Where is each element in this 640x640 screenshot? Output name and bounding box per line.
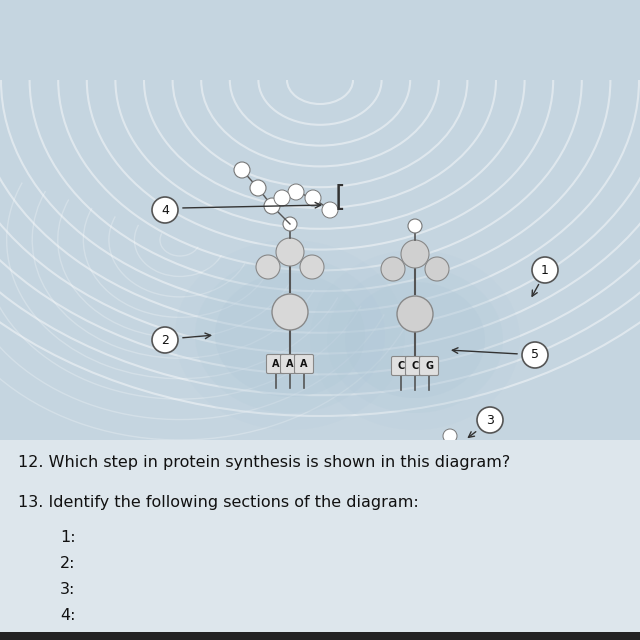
Ellipse shape — [215, 273, 365, 397]
Text: 4:: 4: — [60, 608, 76, 623]
Text: 13. Identify the following sections of the diagram:: 13. Identify the following sections of t… — [18, 495, 419, 510]
FancyBboxPatch shape — [392, 356, 410, 376]
Circle shape — [305, 190, 321, 206]
Circle shape — [283, 217, 297, 231]
FancyBboxPatch shape — [294, 355, 314, 374]
Text: A: A — [272, 359, 280, 369]
FancyBboxPatch shape — [406, 356, 424, 376]
Circle shape — [439, 457, 461, 479]
Ellipse shape — [345, 282, 485, 398]
Circle shape — [272, 294, 308, 330]
Circle shape — [408, 219, 422, 233]
Text: [: [ — [335, 184, 346, 212]
Text: G: G — [425, 361, 433, 371]
Circle shape — [425, 257, 449, 281]
Circle shape — [276, 238, 304, 266]
Text: 2: 2 — [161, 333, 169, 346]
Circle shape — [443, 429, 457, 443]
Text: 3: 3 — [486, 413, 494, 426]
Ellipse shape — [195, 257, 385, 413]
Circle shape — [453, 511, 471, 529]
Ellipse shape — [327, 267, 503, 413]
FancyBboxPatch shape — [0, 440, 640, 640]
Circle shape — [532, 257, 558, 283]
Text: 12. Which step in protein synthesis is shown in this diagram?: 12. Which step in protein synthesis is s… — [18, 455, 510, 470]
FancyBboxPatch shape — [266, 355, 285, 374]
Ellipse shape — [310, 250, 520, 430]
Circle shape — [288, 184, 304, 200]
Circle shape — [256, 255, 280, 279]
Circle shape — [457, 471, 475, 489]
Text: 1: 1 — [541, 264, 549, 276]
Circle shape — [397, 296, 433, 332]
Circle shape — [401, 240, 429, 268]
Circle shape — [274, 190, 290, 206]
Circle shape — [429, 511, 447, 529]
FancyBboxPatch shape — [280, 355, 300, 374]
Circle shape — [522, 342, 548, 368]
Circle shape — [477, 407, 503, 433]
Text: 4: 4 — [161, 204, 169, 216]
Text: C: C — [412, 361, 419, 371]
Circle shape — [152, 197, 178, 223]
Circle shape — [234, 162, 250, 178]
Text: 2:: 2: — [60, 556, 76, 571]
Bar — [0, 632, 640, 640]
Text: A: A — [286, 359, 294, 369]
Text: 5:: 5: — [60, 634, 76, 640]
Circle shape — [152, 327, 178, 353]
Text: A: A — [300, 359, 308, 369]
Text: 1:: 1: — [60, 530, 76, 545]
Circle shape — [264, 198, 280, 214]
Circle shape — [300, 255, 324, 279]
FancyBboxPatch shape — [419, 356, 438, 376]
Circle shape — [381, 257, 405, 281]
Circle shape — [425, 471, 443, 489]
Text: C: C — [397, 361, 404, 371]
Circle shape — [322, 202, 338, 218]
Text: 3:: 3: — [60, 582, 76, 597]
Text: 5: 5 — [531, 349, 539, 362]
Circle shape — [250, 180, 266, 196]
Ellipse shape — [175, 240, 405, 430]
